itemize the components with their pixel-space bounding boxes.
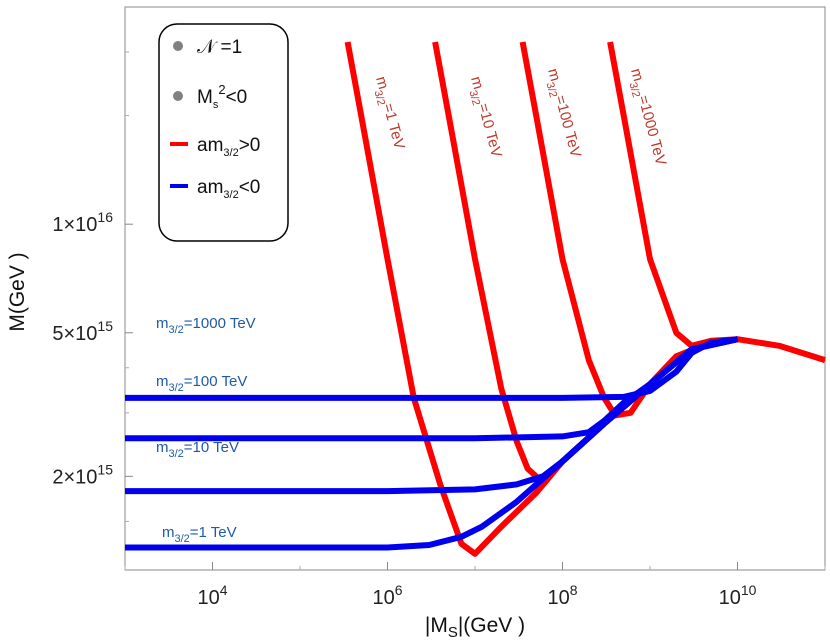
blue-curve-label: m3/2=100 TeV bbox=[156, 373, 247, 394]
legend-label: am3/2>0 bbox=[197, 135, 260, 159]
y-tick-label: 5×1015 bbox=[52, 318, 113, 345]
blue-curve-label: m3/2=1 TeV bbox=[162, 524, 237, 545]
series-line-blue bbox=[125, 336, 739, 495]
y-axis-title: M(GeV ) bbox=[6, 252, 29, 331]
x-tick-label: 108 bbox=[547, 582, 577, 609]
blue-curve-label: m3/2=1000 TeV bbox=[156, 315, 256, 336]
red-curve-label: m3/2=100 TeV bbox=[540, 67, 584, 161]
red-curve-label: m3/2=10 TeV bbox=[463, 75, 505, 161]
x-tick-label: 1010 bbox=[719, 582, 757, 609]
series-line-blue bbox=[125, 336, 738, 401]
x-tick-label: 106 bbox=[372, 582, 402, 609]
y-tick-label: 2×1015 bbox=[52, 461, 113, 488]
series-line-blue bbox=[125, 336, 739, 442]
legend: 𝒩 =1 Ms2<0 am3/2>0 am3/2<0 bbox=[158, 23, 289, 242]
legend-box bbox=[158, 23, 289, 242]
series-line-red bbox=[344, 41, 826, 557]
x-tick-label: 104 bbox=[197, 582, 227, 609]
legend-label: am3/2<0 bbox=[197, 177, 260, 201]
x-axis-title: |MS|(GeV ) bbox=[425, 614, 525, 641]
blue-curve-label: m3/2=10 TeV bbox=[156, 439, 239, 460]
legend-dot-marker bbox=[173, 41, 183, 51]
y-tick-label: 1×1016 bbox=[52, 209, 113, 236]
legend-label: Ms2<0 bbox=[197, 82, 247, 111]
legend-label: 𝒩 =1 bbox=[197, 37, 242, 58]
red-curve-label: m3/2=1 TeV bbox=[368, 75, 408, 153]
ticks: 104 106 108 1010 2×1015 5×1015 1×1016 bbox=[52, 51, 826, 609]
legend-dot-marker bbox=[173, 91, 183, 101]
series-group bbox=[125, 41, 826, 557]
